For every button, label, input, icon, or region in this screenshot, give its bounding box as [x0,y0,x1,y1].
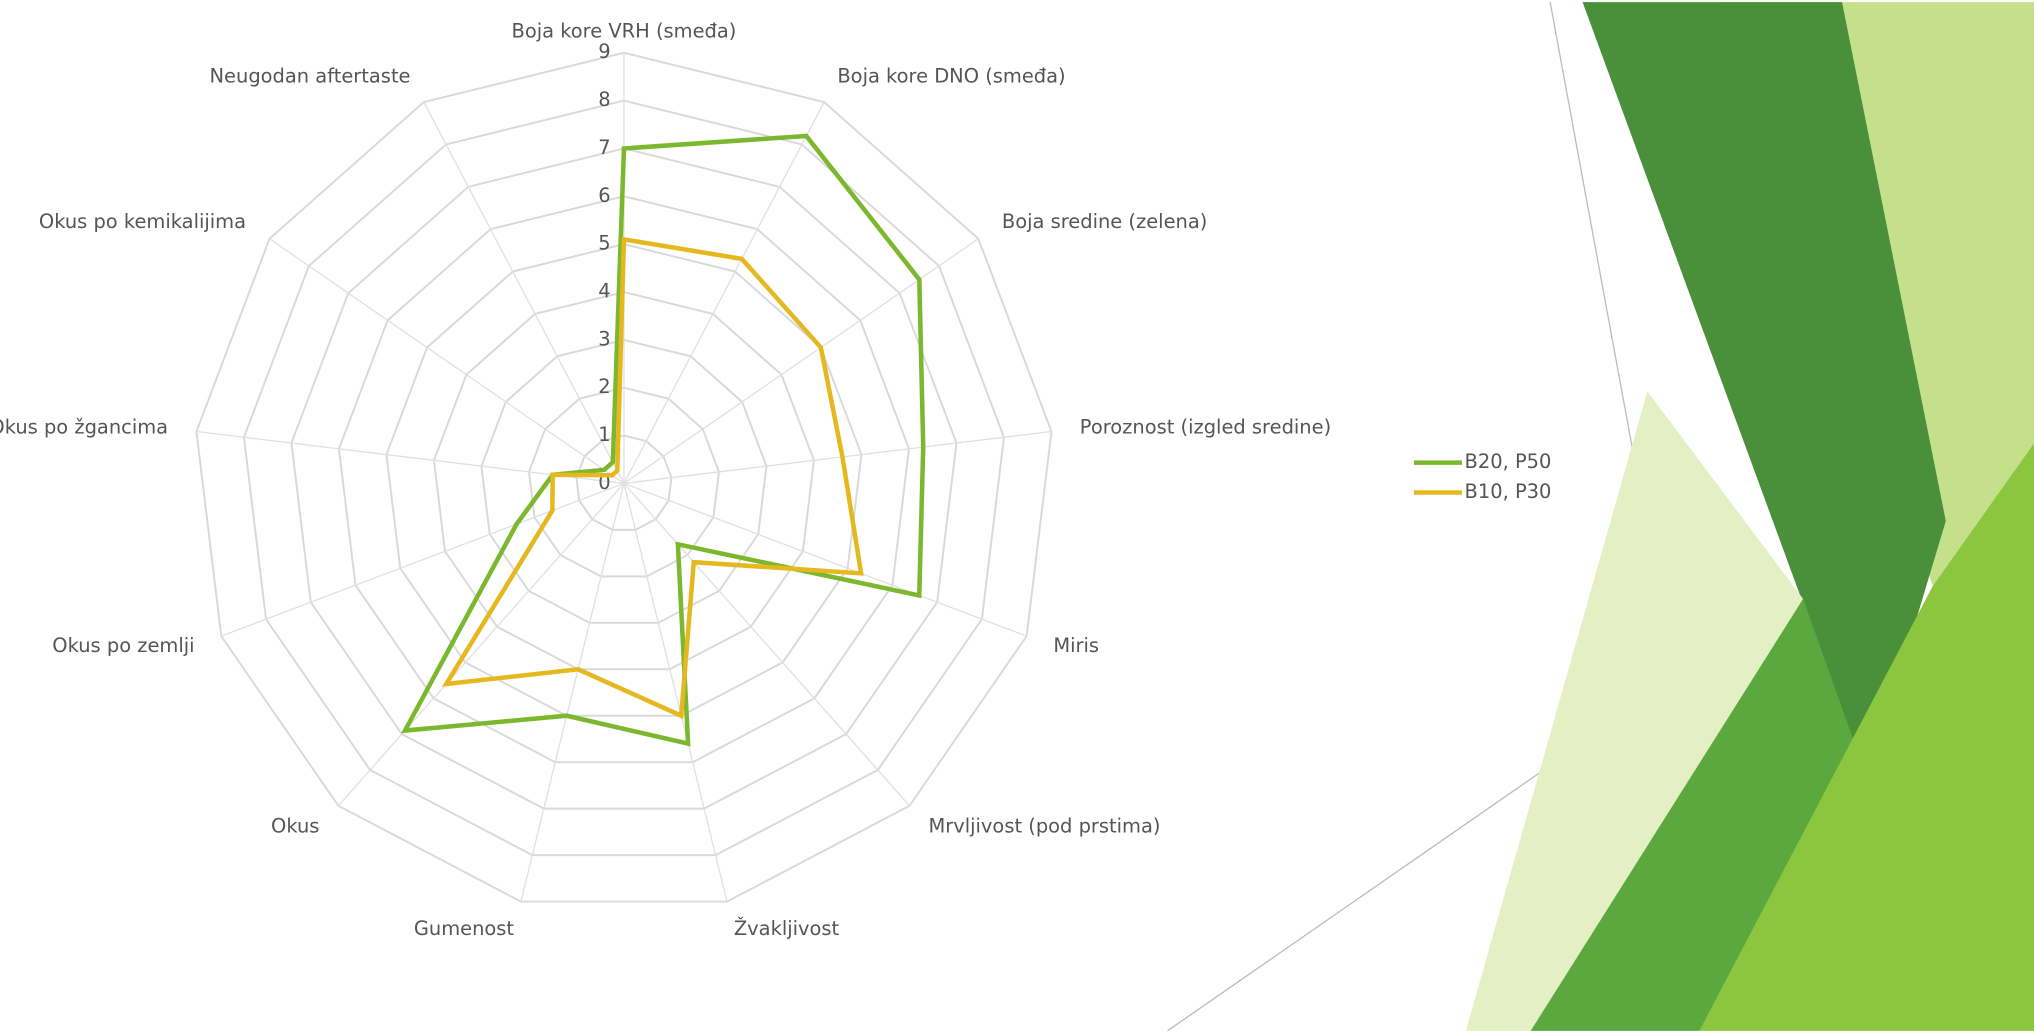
deco-shape [1582,2,1946,781]
category-label: Boja kore DNO (smeđa) [837,64,1065,87]
deco-shape [1699,443,2034,1031]
grid-ring [195,51,1053,903]
spoke [269,238,625,484]
r-tick-label: 2 [598,375,610,398]
grid-ring [527,386,720,578]
category-label: Boja sredine (zelena) [1002,210,1207,233]
spoke [623,482,1027,637]
category-label: Okus po zemlji [52,634,194,657]
spoke [623,430,1052,485]
category-label: Okus po žgancima [0,416,168,439]
category-label: Mrvljivost (pod prstima) [928,815,1160,838]
grid-ring [385,243,863,717]
r-tick-label: 5 [598,232,610,255]
legend-label: B20, P50 [1465,450,1552,473]
grid-ring [290,147,958,810]
r-tick-label: 1 [598,423,610,446]
spoke [623,482,911,807]
legend-label: B10, P30 [1465,480,1552,503]
deco-line [1167,760,1558,1032]
category-label: Gumenost [414,917,515,940]
series-line [441,236,864,720]
grid-ring [242,99,1005,857]
category-label: Neugodan aftertaste [210,64,411,87]
spoke [221,482,625,637]
category-label: Žvakljivost [734,917,840,940]
grid-ring [480,338,768,624]
category-label: Okus [271,815,319,838]
category-label: Okus po kemikalijima [39,210,246,233]
deco-shape [1530,598,1868,1031]
series-line [400,133,926,747]
spoke [337,482,625,807]
deco-line [1549,2,1642,496]
deco-shape [1465,391,1804,1031]
r-tick-label: 7 [598,136,610,159]
spoke [623,101,825,484]
r-tick-label: 8 [598,88,610,111]
r-tick-label: 6 [598,184,610,207]
category-label: Miris [1053,634,1099,657]
category-label: Poroznost (izgled sredine) [1080,416,1331,439]
r-tick-label: 4 [598,280,610,303]
spoke [423,101,625,484]
grid-ring [575,434,673,531]
spoke [520,483,625,902]
grid-ring [337,195,910,764]
r-tick-label: 3 [598,327,610,350]
r-tick-label: 9 [598,40,610,63]
category-label: Boja kore VRH (smeđa) [511,19,736,42]
background-decoration [1167,2,2034,1032]
spoke [623,483,728,902]
grid-ring [432,291,815,671]
